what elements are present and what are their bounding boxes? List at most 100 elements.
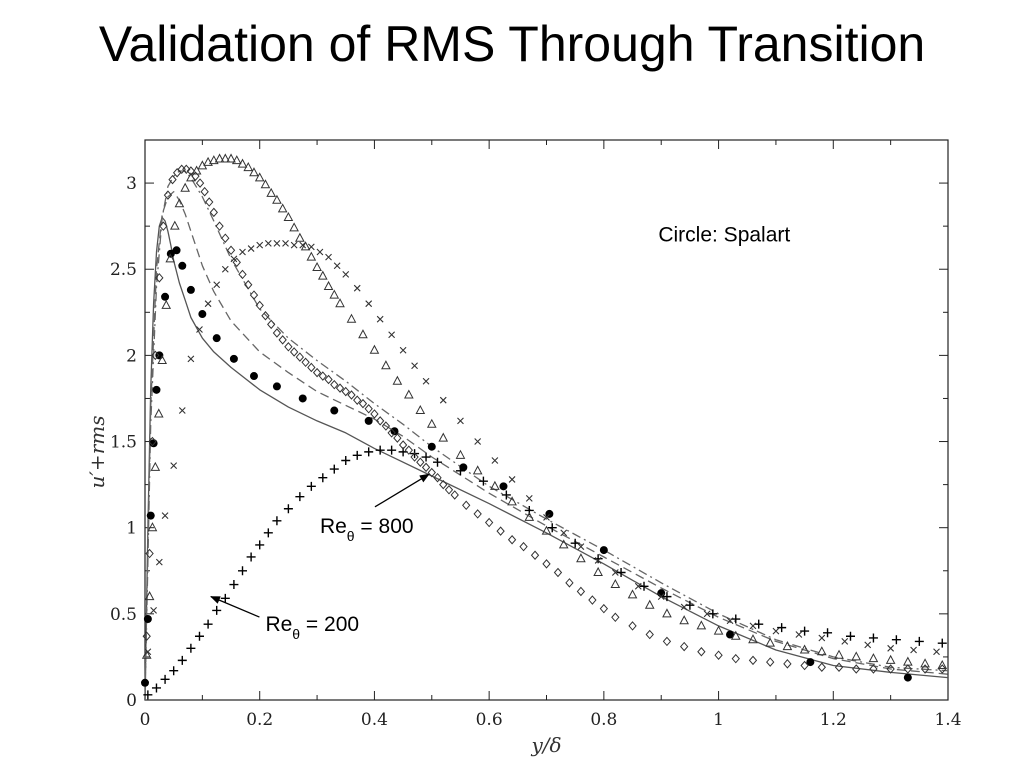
triangle-marker [404,389,414,399]
plus-marker [364,447,374,457]
diamond-marker [393,433,402,443]
diamond-marker [404,445,414,455]
cross-marker [818,634,826,642]
triangle-marker [169,220,180,230]
diamond-marker [226,245,236,256]
plus-marker [616,567,626,577]
triangle-marker [254,172,265,182]
annotation-arrow [374,473,430,508]
triangle-marker [455,449,466,459]
circle-marker [146,511,155,520]
cross-marker [933,648,940,656]
diamond-marker [462,500,471,511]
triangle-marker [317,270,328,280]
triangle-marker [644,599,655,609]
diamond-marker [519,541,528,552]
circle-marker [364,416,373,425]
diamond-marker [530,550,540,561]
diamond-marker [353,395,362,405]
plus-marker [194,631,204,641]
plus-marker [238,566,248,576]
diamond-marker [410,452,419,462]
triangle-marker [937,659,948,670]
diamond-marker [450,490,459,500]
cross-marker [457,417,464,425]
annotation-re800-prefix: Re [320,515,347,538]
diamond-marker [155,273,164,283]
cross-marker [316,248,324,256]
triangle-marker [920,658,930,668]
diamond-marker [565,578,574,588]
circle-marker [272,382,281,391]
triangle-marker [323,280,334,290]
cross-marker [290,241,298,249]
dashed-line-series [144,191,949,701]
plus-marker [685,600,695,610]
triangle-marker [816,646,827,656]
annotation-arrow [210,596,260,618]
cross-marker [247,245,255,252]
diamond-marker [439,479,448,490]
cross-marker [230,255,238,263]
plus-marker [220,593,230,603]
triangle-marker [713,625,724,635]
diamond-marker [261,310,270,321]
diamond-marker [278,335,287,345]
triangle-marker [627,589,638,599]
plus-marker [160,674,170,684]
circle-marker [903,673,912,682]
diamond-marker [416,457,425,467]
cross-marker [144,648,152,656]
circle-marker [198,310,207,319]
plus-marker [255,540,265,550]
triangle-marker [358,329,368,339]
triangle-marker [392,375,403,385]
triangle-marker-series [141,153,948,670]
cross-marker [376,315,384,323]
circle-marker [599,546,608,555]
plus-marker [186,643,196,653]
x-tick-label: 0.6 [476,710,503,730]
cross-marker [634,582,642,590]
plus-marker [263,528,273,538]
triangle-marker [243,162,254,172]
plus-marker [318,473,328,483]
triangle-marker [312,261,322,272]
annotation-re200: Reθ = 200 [265,613,359,642]
y-tick-label: 2 [126,346,137,366]
diamond-marker [427,467,436,478]
diamond-marker [920,664,930,674]
circle-marker [186,285,195,294]
plus-marker [169,666,179,676]
triangle-marker [237,158,248,168]
circle-marker [143,615,152,624]
plus-marker [639,581,649,591]
plus-marker [283,504,293,514]
triangle-marker [306,251,317,261]
plus-marker [914,636,924,646]
triangle-marker [153,408,164,418]
triangle-marker [679,615,689,625]
y-tick-label: 0 [126,691,137,711]
triangle-marker [165,253,176,263]
cross-marker [213,281,221,289]
annotation-re800: Reθ = 800 [320,515,414,544]
circle-marker [166,249,175,258]
diamond-marker [284,342,293,352]
diamond-marker [318,371,327,381]
cross-marker [910,646,917,654]
triangle-marker [576,553,586,563]
triangle-marker [507,496,517,506]
plus-marker [177,655,187,665]
triangle-marker [782,641,793,651]
x-tick-label: 1.2 [820,710,847,730]
plus-marker [375,445,385,455]
diamond-marker [381,421,391,431]
triangle-marker [277,203,288,213]
triangle-marker [381,360,391,370]
diamond-marker [852,664,861,674]
triangle-marker [180,182,190,192]
cross-marker [474,438,482,445]
